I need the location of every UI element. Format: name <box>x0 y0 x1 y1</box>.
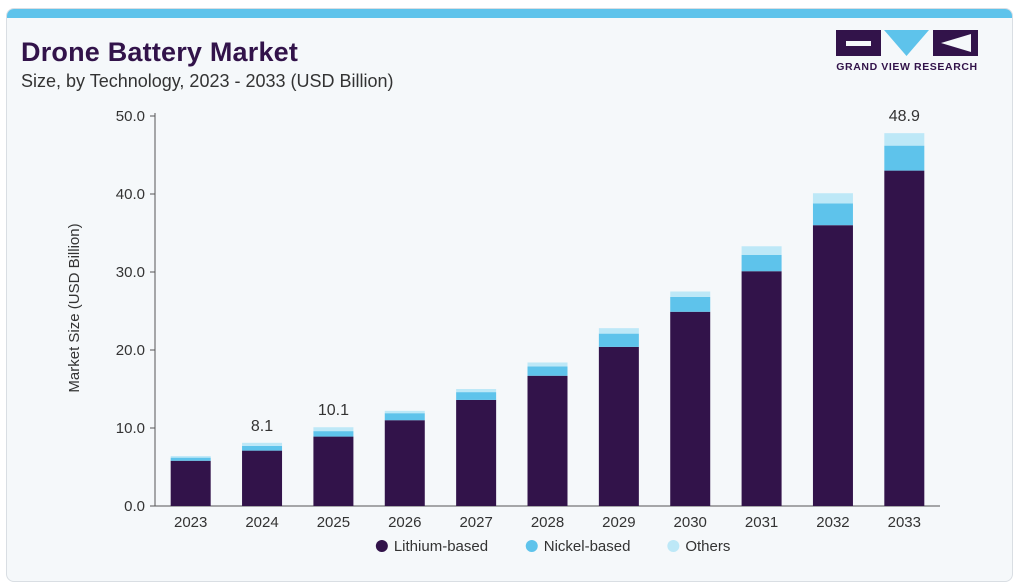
bar-segment-lithium-based-2027 <box>456 399 497 506</box>
bar-segment-nickel-based-2030 <box>670 296 711 312</box>
bar-segment-lithium-based-2025 <box>313 436 354 506</box>
bar-segment-others-2024 <box>242 442 283 446</box>
bar-segment-nickel-based-2033 <box>884 145 925 171</box>
bar-segment-others-2030 <box>670 291 711 297</box>
x-tick-label: 2031 <box>745 514 778 531</box>
bar-segment-others-2023 <box>170 456 211 458</box>
bar-segment-lithium-based-2033 <box>884 170 925 506</box>
y-tick-label: 50.0 <box>116 108 145 125</box>
bar-segment-lithium-based-2023 <box>170 460 211 506</box>
y-tick-label: 10.0 <box>116 420 145 437</box>
legend-label: Others <box>685 538 730 555</box>
x-tick-label: 2030 <box>674 514 707 531</box>
bar-segment-lithium-based-2024 <box>242 450 283 506</box>
bar-segment-nickel-based-2027 <box>456 392 497 400</box>
x-tick-label: 2023 <box>174 514 207 531</box>
accent-top-bar <box>7 9 1012 18</box>
x-tick-label: 2027 <box>459 514 492 531</box>
bar-segment-lithium-based-2030 <box>670 311 711 506</box>
bar-segment-others-2032 <box>812 193 853 204</box>
bar-segment-lithium-based-2028 <box>527 375 568 506</box>
legend-label: Nickel-based <box>544 538 631 555</box>
bar-segment-nickel-based-2029 <box>598 333 639 347</box>
total-data-label: 10.1 <box>318 402 349 419</box>
legend-marker-icon <box>375 540 388 552</box>
y-tick-label: 20.0 <box>116 342 145 359</box>
bar-segment-others-2033 <box>884 133 925 146</box>
bar-segment-lithium-based-2026 <box>384 420 425 506</box>
x-tick-label: 2033 <box>888 514 921 531</box>
bar-segment-nickel-based-2024 <box>242 445 283 451</box>
bar-segment-nickel-based-2031 <box>741 254 782 272</box>
y-tick-label: 30.0 <box>116 264 145 281</box>
legend-marker-icon <box>667 540 680 552</box>
y-tick-label: 0.0 <box>124 498 145 515</box>
bar-segment-others-2031 <box>741 246 782 255</box>
bar-segment-others-2027 <box>456 389 497 393</box>
bar-segment-others-2029 <box>598 328 639 334</box>
x-tick-label: 2028 <box>531 514 564 531</box>
bar-segment-lithium-based-2029 <box>598 346 639 506</box>
bar-segment-lithium-based-2032 <box>812 225 853 506</box>
x-tick-label: 2025 <box>317 514 350 531</box>
bar-segment-nickel-based-2032 <box>812 203 853 226</box>
y-axis-label: Market Size (USD Billion) <box>66 223 83 392</box>
chart-subtitle: Size, by Technology, 2023 - 2033 (USD Bi… <box>21 71 394 91</box>
x-tick-label: 2024 <box>245 514 278 531</box>
x-tick-label: 2032 <box>816 514 849 531</box>
legend-label: Lithium-based <box>394 538 488 555</box>
bar-segment-others-2026 <box>384 410 425 414</box>
grand-view-research-logo-icon <box>836 30 978 56</box>
logo-text: GRAND VIEW RESEARCH <box>836 61 978 73</box>
total-data-label: 8.1 <box>251 418 273 435</box>
bar-segment-others-2025 <box>313 427 354 432</box>
bar-segment-lithium-based-2031 <box>741 271 782 506</box>
y-tick-label: 40.0 <box>116 186 145 203</box>
x-tick-label: 2026 <box>388 514 421 531</box>
bar-segment-nickel-based-2025 <box>313 431 354 437</box>
bar-segment-others-2028 <box>527 362 568 367</box>
x-tick-label: 2029 <box>602 514 635 531</box>
legend-marker-icon <box>525 540 538 552</box>
bar-segment-nickel-based-2023 <box>170 457 211 461</box>
chart-title: Drone Battery Market <box>21 37 299 67</box>
bar-segment-nickel-based-2028 <box>527 366 568 376</box>
bar-segment-nickel-based-2026 <box>384 413 425 421</box>
total-data-label: 48.9 <box>889 108 920 125</box>
